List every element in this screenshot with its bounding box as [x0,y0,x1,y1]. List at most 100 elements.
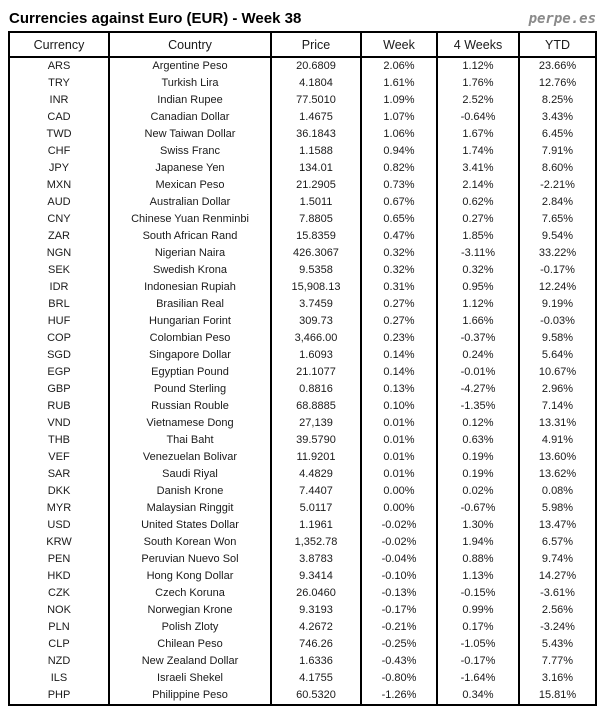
cell-ytd-change: 6.45% [518,126,597,143]
table-row: CLP Chilean Peso 746.26 -0.25% -1.05% 5.43% [8,636,597,653]
table-row: NOK Norwegian Krone 9.3193 -0.17% 0.99% 2.56% [8,602,597,619]
cell-ytd-change: 9.74% [518,551,597,568]
cell-ytd-change: 2.56% [518,602,597,619]
table-row: EGP Egyptian Pound 21.1077 0.14% -0.01% 10.67… [8,364,597,381]
cell-price: 7.8805 [270,211,362,228]
cell-week-change: 2.06% [360,57,438,75]
cell-price: 60.5320 [270,687,362,705]
cell-country: Singapore Dollar [108,347,272,364]
column-header-week: Week [360,32,438,58]
cell-4weeks-change: -3.11% [436,245,520,262]
cell-currency-code: CAD [8,109,110,126]
cell-week-change: 0.67% [360,194,438,211]
cell-week-change: 0.01% [360,449,438,466]
cell-country: Vietnamese Dong [108,415,272,432]
cell-country: Malaysian Ringgit [108,500,272,517]
cell-price: 4.1804 [270,75,362,92]
cell-currency-code: PEN [8,551,110,568]
table-row: HKD Hong Kong Dollar 9.3414 -0.10% 1.13% 14.2… [8,568,597,585]
table-row: INR Indian Rupee 77.5010 1.09% 2.52% 8.25% [8,92,597,109]
cell-currency-code: HUF [8,313,110,330]
cell-4weeks-change: -1.35% [436,398,520,415]
cell-currency-code: PLN [8,619,110,636]
cell-country: Peruvian Nuevo Sol [108,551,272,568]
table-row: PLN Polish Zloty 4.2672 -0.21% 0.17% -3.24% [8,619,597,636]
cell-country: United States Dollar [108,517,272,534]
cell-ytd-change: 10.67% [518,364,597,381]
cell-week-change: 0.13% [360,381,438,398]
cell-price: 3.7459 [270,296,362,313]
cell-country: Indian Rupee [108,92,272,109]
cell-price: 4.1755 [270,670,362,687]
table-row: SAR Saudi Riyal 4.4829 0.01% 0.19% 13.62% [8,466,597,483]
cell-ytd-change: 13.62% [518,466,597,483]
cell-country: Egyptian Pound [108,364,272,381]
cell-week-change: 1.09% [360,92,438,109]
cell-ytd-change: 7.14% [518,398,597,415]
cell-ytd-change: 13.60% [518,449,597,466]
table-row: ZAR South African Rand 15.8359 0.47% 1.85% 9.… [8,228,597,245]
cell-country: Australian Dollar [108,194,272,211]
cell-price: 27,139 [270,415,362,432]
cell-4weeks-change: 1.66% [436,313,520,330]
cell-country: Swiss Franc [108,143,272,160]
cell-ytd-change: 3.16% [518,670,597,687]
cell-currency-code: IDR [8,279,110,296]
cell-currency-code: SEK [8,262,110,279]
cell-week-change: -0.17% [360,602,438,619]
cell-price: 4.2672 [270,619,362,636]
cell-currency-code: NOK [8,602,110,619]
cell-ytd-change: 23.66% [518,57,597,75]
cell-ytd-change: 5.98% [518,500,597,517]
cell-ytd-change: 4.91% [518,432,597,449]
table-row: USD United States Dollar 1.1961 -0.02% 1.30%… [8,517,597,534]
cell-week-change: 0.00% [360,483,438,500]
cell-ytd-change: 9.54% [518,228,597,245]
cell-price: 1.1588 [270,143,362,160]
cell-4weeks-change: 1.13% [436,568,520,585]
column-header-currency: Currency [8,32,110,58]
cell-week-change: 0.32% [360,262,438,279]
table-row: ARS Argentine Peso 20.6809 2.06% 1.12% 23.66% [8,57,597,75]
cell-currency-code: HKD [8,568,110,585]
cell-4weeks-change: 2.52% [436,92,520,109]
cell-currency-code: INR [8,92,110,109]
cell-week-change: 0.65% [360,211,438,228]
cell-week-change: 1.06% [360,126,438,143]
cell-currency-code: ZAR [8,228,110,245]
cell-week-change: 0.47% [360,228,438,245]
cell-currency-code: PHP [8,687,110,705]
cell-price: 7.4407 [270,483,362,500]
cell-week-change: 0.14% [360,347,438,364]
cell-country: Israeli Shekel [108,670,272,687]
cell-currency-code: CLP [8,636,110,653]
cell-week-change: 0.01% [360,415,438,432]
cell-currency-code: EGP [8,364,110,381]
cell-country: Turkish Lira [108,75,272,92]
cell-ytd-change: 7.65% [518,211,597,228]
cell-country: Argentine Peso [108,57,272,75]
table-row: HUF Hungarian Forint 309.73 0.27% 1.66% -0.03… [8,313,597,330]
cell-4weeks-change: 0.88% [436,551,520,568]
cell-country: Russian Rouble [108,398,272,415]
cell-ytd-change: 8.60% [518,160,597,177]
table-row: CNY Chinese Yuan Renminbi 7.8805 0.65% 0.27%… [8,211,597,228]
cell-country: Indonesian Rupiah [108,279,272,296]
table-row: NGN Nigerian Naira 426.3067 0.32% -3.11% 33.2… [8,245,597,262]
table-row: PEN Peruvian Nuevo Sol 3.8783 -0.04% 0.88% 9.… [8,551,597,568]
cell-ytd-change: 3.43% [518,109,597,126]
cell-week-change: 0.82% [360,160,438,177]
cell-ytd-change: 15.81% [518,687,597,705]
cell-price: 0.8816 [270,381,362,398]
cell-country: Nigerian Naira [108,245,272,262]
cell-price: 134.01 [270,160,362,177]
cell-week-change: 0.32% [360,245,438,262]
cell-4weeks-change: 0.63% [436,432,520,449]
cell-4weeks-change: -1.64% [436,670,520,687]
cell-4weeks-change: 0.19% [436,449,520,466]
table-row: AUD Australian Dollar 1.5011 0.67% 0.62% 2.84… [8,194,597,211]
table-header: Currency Country Price Week 4 Weeks YTD [8,32,597,58]
cell-4weeks-change: 0.99% [436,602,520,619]
cell-week-change: 0.00% [360,500,438,517]
